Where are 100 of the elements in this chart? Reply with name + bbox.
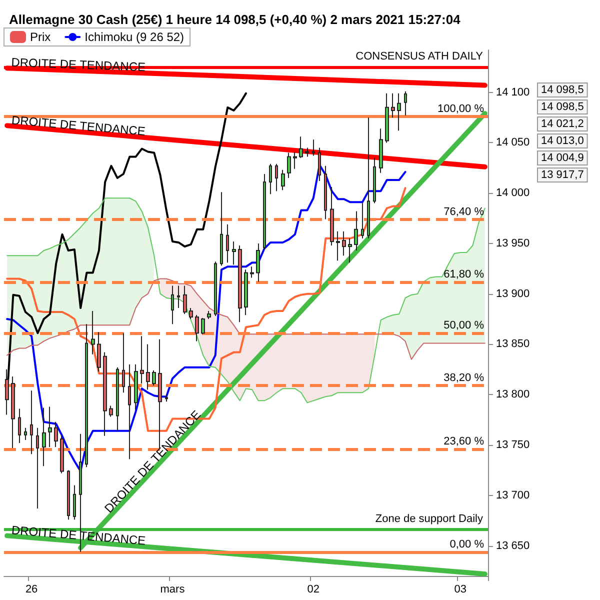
- candlestick: [367, 117, 370, 239]
- annotation: 100,00 %: [438, 103, 484, 116]
- candlestick: [85, 324, 88, 468]
- candlestick: [244, 269, 248, 316]
- candlestick: [79, 433, 82, 552]
- candlestick: [287, 152, 291, 178]
- text: 14 004,9: [541, 152, 584, 164]
- text: 13 917,7: [541, 169, 584, 181]
- y-tick-label: 13 800: [496, 388, 530, 401]
- candlestick: [324, 165, 327, 220]
- candlestick: [256, 242, 260, 282]
- candlestick: [109, 405, 113, 418]
- candlestick: [354, 210, 358, 252]
- candlestick: [397, 92, 401, 132]
- candlestick: [60, 434, 64, 474]
- annotation: 0,00 %: [450, 538, 484, 550]
- y-tick-label: 13 900: [496, 288, 530, 300]
- candlestick: [36, 427, 39, 509]
- legend-label: Ichimoku (9 26 52): [84, 30, 184, 44]
- candlestick: [177, 285, 180, 308]
- candlestick: [232, 240, 236, 266]
- candlestick: [152, 370, 156, 386]
- candlestick: [404, 90, 407, 116]
- candlestick: [97, 332, 101, 372]
- chart-title: Allemagne 30 Cash (25€) 1 heure 14 098,5 (+0,40 %) 2 mars 2021 15:27:04: [9, 12, 462, 27]
- x-tick-label: 03: [454, 584, 467, 596]
- candlestick: [263, 173, 266, 250]
- candlestick: [385, 92, 389, 144]
- candlestick: [171, 285, 174, 325]
- candlestick: [250, 266, 254, 278]
- x-tick-label: 02: [307, 584, 320, 596]
- candlestick: [116, 366, 119, 432]
- legend-label: Prix: [30, 30, 51, 44]
- y-tick-label: 13 750: [496, 439, 530, 452]
- series-label: DROITE DE TENDANCE: [10, 523, 146, 548]
- y-tick-label: 13 700: [496, 489, 530, 502]
- candlestick: [24, 427, 27, 440]
- candlestick: [379, 128, 383, 174]
- ref-line-label: CONSENSUS ATH DAILY: [356, 50, 484, 63]
- candlestick: [183, 285, 187, 315]
- annotation: 61,80 %: [444, 268, 484, 280]
- x-tick-label: 26: [25, 584, 38, 596]
- candlestick: [214, 261, 217, 317]
- candlestick: [30, 390, 33, 455]
- candlestick: [238, 244, 242, 323]
- candlestick: [189, 307, 193, 320]
- annotation: 50,00 %: [444, 320, 484, 332]
- text: 14 013,0: [541, 135, 584, 147]
- candlestick: [299, 136, 303, 158]
- x-tick-label: mars: [160, 584, 186, 596]
- candlestick: [11, 376, 15, 449]
- series-label: DROITE DE TENDANCE: [10, 112, 146, 138]
- candlestick: [207, 310, 211, 320]
- candlestick: [281, 169, 285, 191]
- candlestick: [54, 421, 58, 448]
- text: 14 098,5: [541, 101, 584, 113]
- candlestick: [18, 408, 21, 444]
- annotation: 38,20 %: [444, 372, 484, 384]
- candlestick: [67, 470, 70, 520]
- candlestick: [312, 139, 315, 156]
- candlestick: [336, 230, 340, 262]
- candlestick: [103, 352, 107, 436]
- candlestick: [48, 406, 52, 448]
- candlestick: [140, 336, 144, 384]
- candlestick: [5, 368, 9, 416]
- candlestick: [373, 157, 376, 204]
- y-tick-label: 14 100: [496, 86, 530, 98]
- candlestick: [91, 310, 95, 355]
- text: 14 021,2: [541, 118, 584, 130]
- text: 14 098,5: [541, 84, 584, 96]
- y-tick-label: 14 000: [496, 187, 530, 200]
- candlestick: [293, 151, 297, 170]
- annotation: 23,60 %: [444, 436, 484, 448]
- candlestick: [391, 92, 395, 118]
- candlestick: [269, 163, 272, 195]
- candlestick: [361, 202, 364, 239]
- candlestick: [73, 484, 76, 520]
- candlestick: [275, 163, 278, 192]
- candlestick: [134, 364, 138, 410]
- candlestick: [122, 332, 125, 394]
- candlestick: [318, 147, 321, 182]
- candlestick: [201, 318, 205, 335]
- candlestick: [305, 147, 309, 158]
- candlestick: [165, 394, 168, 402]
- series-label: DROITE DE TENDANCE: [11, 55, 146, 74]
- candlestick: [195, 314, 199, 342]
- candlestick: [342, 230, 346, 256]
- y-tick-label: 13 950: [496, 237, 530, 250]
- candlestick: [330, 186, 334, 246]
- y-tick-label: 14 050: [496, 136, 530, 149]
- candlestick: [226, 224, 229, 264]
- candlestick: [220, 192, 223, 266]
- candlestick: [348, 238, 352, 264]
- line-series: [6, 198, 486, 404]
- y-tick-label: 13 650: [496, 540, 530, 552]
- candlestick: [128, 364, 131, 460]
- y-tick-label: 13 850: [496, 338, 530, 350]
- ref-line-label: Zone de support Daily: [375, 513, 484, 526]
- candlestick: [146, 344, 150, 390]
- candlestick: [42, 407, 46, 467]
